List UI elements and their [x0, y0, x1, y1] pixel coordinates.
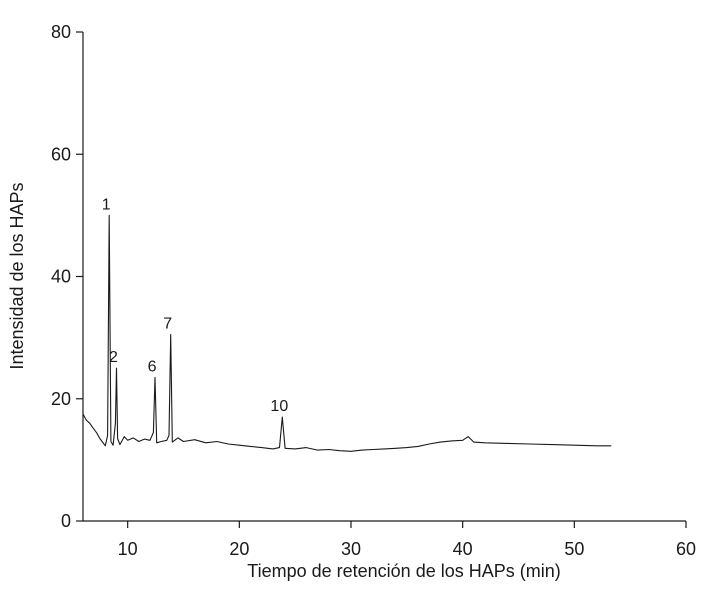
peak-labels: 1 2 6 7 10: [102, 196, 289, 415]
x-axis-title: Tiempo de retención de los HAPs (min): [247, 561, 560, 581]
peak-label: 6: [148, 358, 157, 375]
y-tick-label: 0: [61, 511, 71, 531]
y-tick-label: 60: [51, 144, 71, 164]
peak-label: 7: [163, 316, 172, 333]
x-tick-label: 50: [564, 539, 584, 559]
y-tick-label: 20: [51, 389, 71, 409]
series-line: [82, 214, 612, 452]
x-ticks: 10 20 30 40 50 60: [118, 521, 696, 559]
x-tick-label: 10: [118, 539, 138, 559]
x-tick-label: 20: [229, 539, 249, 559]
x-tick-label: 30: [341, 539, 361, 559]
x-tick-label: 60: [676, 539, 696, 559]
y-tick-label: 80: [51, 22, 71, 42]
peak-label: 2: [109, 349, 118, 366]
y-ticks: 0 20 40 60 80: [51, 22, 83, 531]
peak-label: 10: [270, 398, 288, 415]
y-axis-title: Intensidad de los HAPs: [7, 182, 27, 369]
x-tick-label: 40: [453, 539, 473, 559]
peak-label: 1: [102, 196, 111, 213]
y-tick-label: 40: [51, 267, 71, 287]
